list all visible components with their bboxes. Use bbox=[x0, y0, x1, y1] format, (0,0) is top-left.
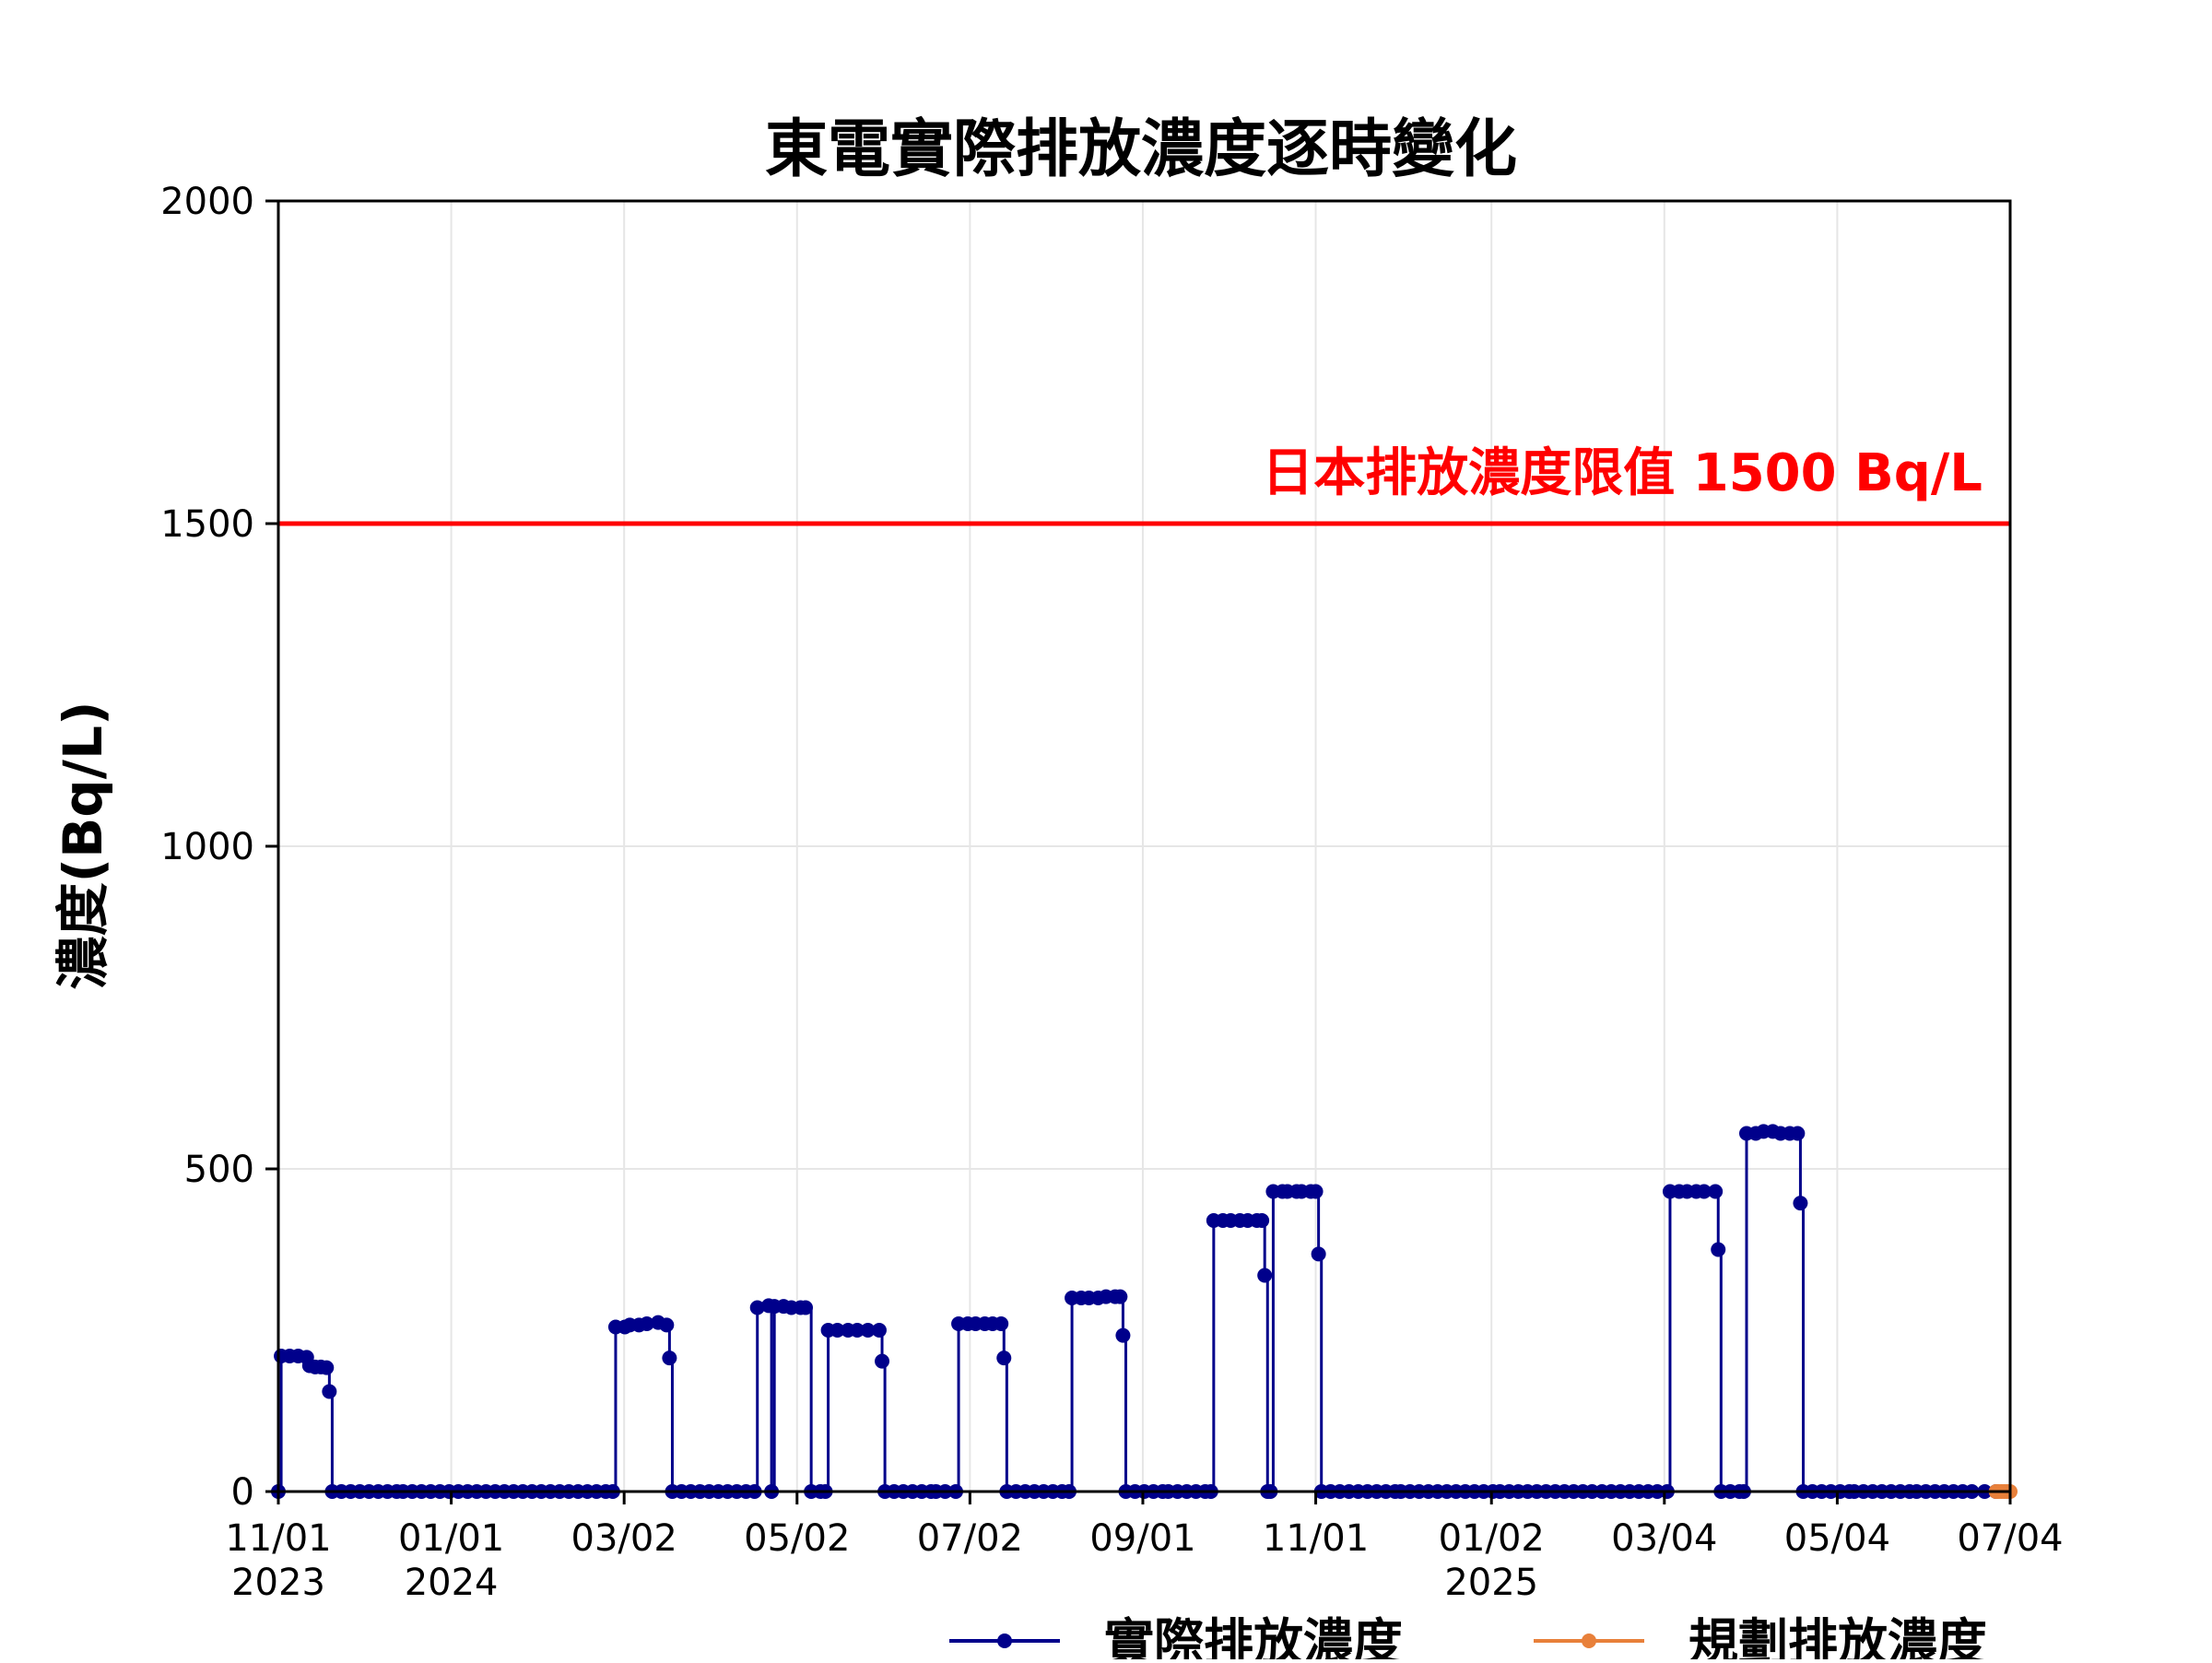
data-point bbox=[1232, 1213, 1248, 1228]
x-tick-label: 05/04 bbox=[1784, 1517, 1890, 1560]
data-point bbox=[1257, 1268, 1273, 1283]
x-tick-sublabel: 2024 bbox=[405, 1562, 499, 1604]
data-point bbox=[1215, 1213, 1230, 1228]
data-point bbox=[875, 1353, 890, 1369]
threshold-label: 日本排放濃度限值 1500 Bq/L bbox=[1262, 443, 1983, 503]
data-point bbox=[1115, 1327, 1131, 1343]
x-tick-label: 09/01 bbox=[1089, 1517, 1195, 1560]
legend-marker bbox=[997, 1634, 1012, 1648]
data-point bbox=[1688, 1184, 1704, 1199]
data-point bbox=[830, 1323, 845, 1338]
y-axis: 0 500 1000 1500 2000 bbox=[160, 181, 278, 1514]
x-tick-label: 07/02 bbox=[917, 1517, 1023, 1560]
data-point bbox=[1747, 1126, 1763, 1141]
x-tick-label: 03/04 bbox=[1611, 1517, 1717, 1560]
data-point bbox=[631, 1317, 647, 1333]
y-tick-label: 500 bbox=[184, 1149, 254, 1191]
y-tick-label: 2000 bbox=[160, 181, 254, 223]
data-point bbox=[1074, 1291, 1089, 1305]
x-tick-sublabel: 2023 bbox=[231, 1562, 325, 1604]
data-point bbox=[1275, 1184, 1290, 1199]
legend-label: 實際排放濃度 bbox=[1104, 1613, 1403, 1659]
data-point bbox=[776, 1299, 792, 1315]
y-tick-label: 1500 bbox=[160, 503, 254, 546]
x-tick-label: 11/01 bbox=[1263, 1517, 1369, 1560]
x-tick-label: 01/02 bbox=[1439, 1517, 1545, 1560]
x-tick-label: 07/04 bbox=[1957, 1517, 2063, 1560]
data-point bbox=[977, 1316, 993, 1331]
data-point bbox=[960, 1316, 976, 1331]
data-point bbox=[871, 1323, 887, 1338]
data-point bbox=[319, 1360, 335, 1375]
data-point bbox=[994, 1316, 1009, 1331]
legend-marker bbox=[1582, 1634, 1596, 1648]
data-point bbox=[793, 1300, 808, 1315]
data-point bbox=[1107, 1289, 1123, 1304]
legend-label: 規劃排放濃度 bbox=[1688, 1613, 1987, 1659]
data-point bbox=[1671, 1184, 1687, 1199]
data-point bbox=[1711, 1242, 1726, 1257]
data-point bbox=[322, 1384, 337, 1399]
y-axis-label: 濃度(Bq/L) bbox=[52, 702, 114, 990]
chart-title: 東電實際排放濃度逐時變化 bbox=[765, 113, 1517, 186]
grid-lines bbox=[277, 200, 2011, 1492]
series-layer bbox=[271, 1124, 2018, 1499]
x-tick-label: 11/01 bbox=[225, 1517, 331, 1560]
data-point bbox=[1288, 1184, 1304, 1199]
data-point bbox=[617, 1319, 632, 1335]
data-point bbox=[749, 1300, 765, 1315]
data-point bbox=[1249, 1213, 1265, 1228]
data-point bbox=[1793, 1196, 1808, 1211]
x-tick-label: 05/02 bbox=[744, 1517, 850, 1560]
data-point bbox=[1311, 1246, 1326, 1262]
x-tick-label: 03/02 bbox=[571, 1517, 677, 1560]
legend: 實際排放濃度 規劃排放濃度 bbox=[949, 1613, 1987, 1663]
series-line-0 bbox=[278, 1129, 1996, 1493]
data-point bbox=[996, 1350, 1012, 1366]
data-point bbox=[1782, 1126, 1797, 1141]
y-tick-label: 1000 bbox=[160, 826, 254, 868]
x-tick-label: 01/01 bbox=[398, 1517, 504, 1560]
x-tick-sublabel: 2025 bbox=[1444, 1562, 1538, 1604]
data-point bbox=[860, 1323, 876, 1338]
y-tick-label: 0 bbox=[231, 1471, 254, 1514]
data-point bbox=[1765, 1124, 1781, 1139]
data-point bbox=[1708, 1184, 1724, 1199]
data-point bbox=[1090, 1291, 1106, 1305]
data-point bbox=[662, 1350, 677, 1366]
data-point bbox=[659, 1317, 675, 1333]
threshold: 日本排放濃度限值 1500 Bq/L bbox=[278, 443, 2010, 526]
data-point bbox=[850, 1323, 865, 1338]
data-point bbox=[1303, 1184, 1319, 1199]
